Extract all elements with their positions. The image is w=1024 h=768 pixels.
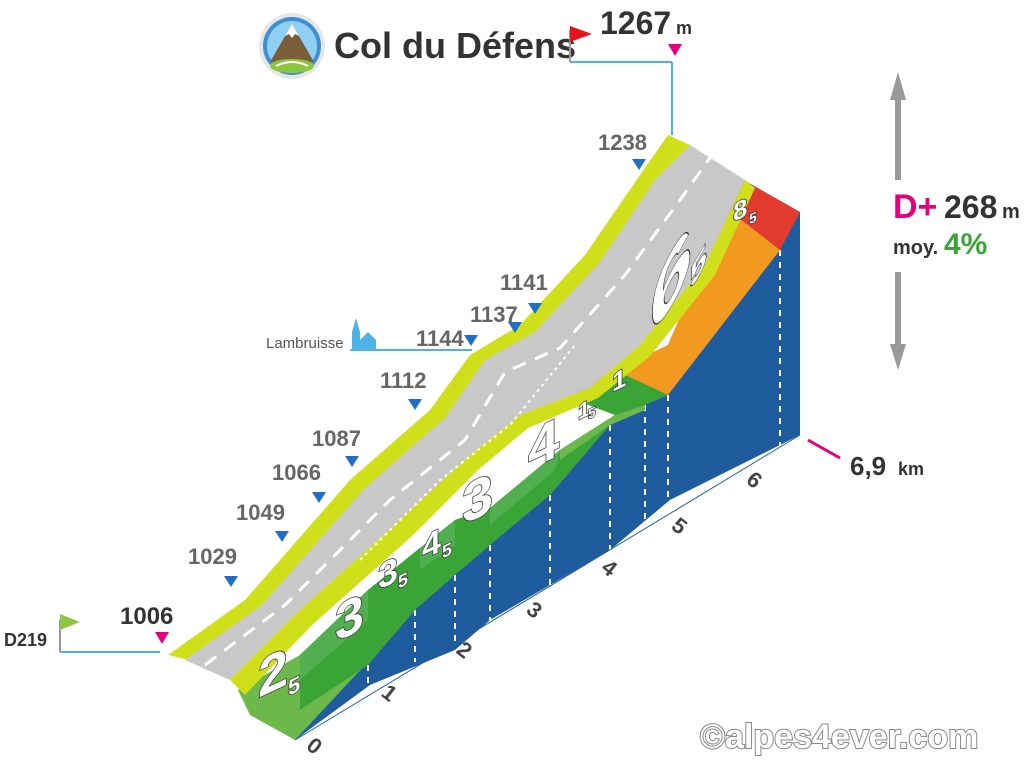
km-tick-0: 0 [302, 732, 327, 759]
waypoint-1029: 1029 [188, 544, 237, 569]
gradient-label-3: 3 5 [377, 549, 409, 600]
dplus-unit: m [1002, 201, 1020, 223]
gradient-main: 1 [578, 394, 590, 424]
start-altitude: 1006 [120, 603, 173, 630]
summit-altitude-marker [668, 44, 682, 56]
distance-pointer [807, 438, 841, 460]
road-center-dashes [204, 154, 714, 667]
km-tick-4: 4 [597, 554, 623, 582]
gradient-label-6: 4 [527, 405, 560, 483]
segment-7 [560, 405, 645, 460]
start-altitude-marker [155, 632, 169, 644]
road-asphalt [185, 145, 745, 680]
waypoint-1144: 1144 [416, 326, 464, 351]
gradient-decimal: 5 [588, 404, 596, 423]
road-yellow-outer [168, 135, 690, 665]
waypoint-1049: 1049 [236, 500, 285, 525]
km-axis-line [294, 434, 801, 741]
gradient-label-4: 4 5 [421, 520, 453, 568]
gradient-main: 4 [422, 521, 441, 568]
waypoint-markers [224, 159, 646, 587]
church-icon [352, 318, 376, 350]
waypoint-1087: 1087 [312, 426, 361, 451]
km-tick-5: 5 [667, 512, 692, 539]
waypoint-1141: 1141 [500, 270, 548, 295]
village-marker [350, 318, 472, 351]
gradient-decimal: 5 [398, 569, 408, 594]
copyright: ©alpes4ever.com [700, 718, 978, 756]
summit-altitude: 1267 [600, 5, 671, 41]
gradient-main: 4 [528, 406, 559, 482]
double-arrow-icon [890, 72, 906, 370]
gradient-main: 1 [612, 362, 626, 398]
segment-shading [300, 450, 560, 680]
segment-6 [490, 415, 615, 530]
total-distance-unit: km [898, 459, 924, 479]
gradient-label-10: 8 5 [732, 191, 757, 229]
waypoint-1066: 1066 [272, 460, 321, 485]
gradient-decimal: 5 [442, 539, 452, 564]
gradient-main: 3 [335, 581, 364, 653]
gradient-label-1: 2 5 [257, 636, 301, 711]
village-name: Lambruisse [266, 335, 344, 352]
gradient-main: 8 [733, 192, 747, 228]
gradient-main: 3 [462, 461, 493, 537]
start-road-label: D219 [4, 630, 47, 650]
gradient-label-5: 3 [461, 460, 494, 538]
km-tick-6: 6 [742, 466, 767, 493]
total-distance-value: 6,9 [850, 451, 886, 481]
road-yellow-inner [230, 180, 755, 695]
avg-value: 4% [944, 228, 987, 261]
gradient-main: 3 [378, 549, 398, 598]
gradient-label-7: 1 5 [577, 394, 596, 426]
road-thin-dashes [359, 344, 576, 561]
col-name: Col du Défens [334, 25, 576, 66]
gradient-main: 2 [258, 637, 288, 711]
km-dashed-lines [367, 250, 781, 690]
green-flag-icon [60, 614, 80, 630]
avg-label: moy. [893, 237, 938, 259]
gradient-label-2: 3 [334, 580, 364, 654]
waypoint-labels: 1029 1049 1066 1087 1112 1144 1137 1141 … [188, 130, 647, 569]
waypoint-1112: 1112 [380, 368, 427, 393]
red-flag-icon [570, 26, 592, 42]
km-tick-1: 1 [377, 679, 402, 706]
gradient-decimal: 5 [749, 210, 757, 229]
waypoint-1238: 1238 [598, 130, 647, 155]
summit-marker [569, 26, 682, 135]
waypoint-1137: 1137 [470, 302, 518, 327]
mountain-logo-icon [259, 13, 325, 79]
gradient-decimal: 5 [288, 670, 300, 700]
gradient-label-8: 1 [611, 361, 627, 399]
summit-unit: m [676, 18, 692, 38]
dplus-label: D+ [893, 188, 937, 226]
start-marker [59, 614, 169, 653]
dplus-value: 268 [944, 189, 997, 225]
